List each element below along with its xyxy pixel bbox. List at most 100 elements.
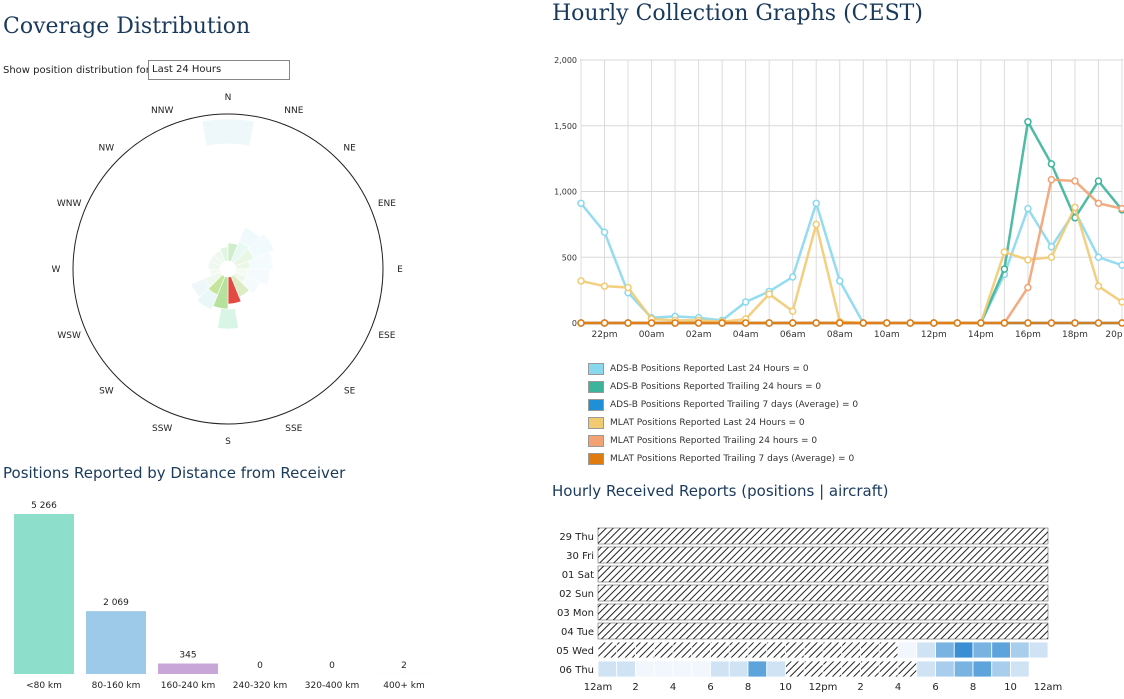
series-point — [906, 319, 915, 327]
heat-cell[interactable] — [635, 660, 655, 678]
heat-cell[interactable] — [935, 660, 955, 678]
heat-cell[interactable] — [953, 660, 974, 678]
heat-cell[interactable] — [878, 660, 899, 678]
heat-cell[interactable] — [1028, 660, 1049, 678]
compass-sw: SW — [99, 387, 114, 397]
reports-title: Hourly Received Reports (positions | air… — [552, 482, 889, 500]
series-point — [1047, 242, 1056, 251]
heat-cell[interactable] — [691, 660, 711, 678]
heat-cell[interactable] — [822, 660, 843, 678]
hour-label: 2 — [857, 682, 863, 693]
y-tick-label: 500 — [562, 253, 577, 262]
heat-cell[interactable] — [766, 660, 786, 678]
y-tick-label: 1,500 — [554, 122, 577, 131]
legend-item[interactable]: MLAT Positions Reported Last 24 Hours = … — [588, 414, 858, 432]
heat-cell[interactable] — [860, 641, 880, 659]
heat-cell[interactable] — [803, 641, 824, 659]
heat-cell[interactable] — [972, 660, 993, 678]
heat-cell[interactable] — [841, 660, 861, 678]
series-point — [1024, 256, 1032, 264]
heat-cell[interactable] — [728, 660, 749, 678]
heat-cell[interactable] — [785, 660, 805, 678]
heat-cell[interactable] — [878, 641, 899, 659]
legend-label: ADS-B Positions Reported Trailing 24 hou… — [610, 382, 822, 392]
heat-cell[interactable] — [672, 660, 693, 678]
series-point — [1000, 265, 1009, 273]
series-point — [1024, 319, 1032, 327]
heat-cell[interactable] — [691, 641, 711, 659]
heat-cell[interactable] — [897, 660, 918, 678]
heat-cell[interactable] — [710, 641, 730, 659]
heat-cell[interactable] — [1010, 660, 1030, 678]
series-point — [647, 319, 656, 327]
series-point — [1047, 175, 1056, 184]
legend-swatch — [588, 363, 604, 375]
hour-label: 8 — [970, 682, 976, 693]
distance-bar-label: 240-320 km — [233, 681, 287, 691]
heat-cell[interactable] — [916, 660, 936, 678]
heat-cell[interactable] — [935, 641, 955, 659]
heat-cell[interactable] — [597, 641, 618, 659]
legend-label: ADS-B Positions Reported Last 24 Hours =… — [610, 364, 809, 374]
heat-cell[interactable] — [653, 641, 674, 659]
heat-cell[interactable] — [1010, 641, 1030, 659]
heat-cell[interactable] — [653, 660, 674, 678]
hour-label: 6 — [707, 682, 713, 693]
heat-cell[interactable] — [860, 660, 880, 678]
heat-cell[interactable] — [953, 641, 974, 659]
heat-cell[interactable] — [710, 660, 730, 678]
heat-cell[interactable] — [616, 641, 636, 659]
x-tick-label: 20p — [1105, 330, 1122, 340]
series-point — [1094, 177, 1103, 185]
legend-label: ADS-B Positions Reported Trailing 7 days… — [610, 400, 859, 410]
period-select[interactable]: Last 24 Hours — [148, 60, 290, 80]
y-tick-label: 0 — [572, 319, 577, 328]
series-point — [1118, 319, 1124, 327]
heat-cell[interactable] — [803, 660, 824, 678]
heat-cell[interactable] — [972, 641, 993, 659]
distance-bar-value: 0 — [329, 661, 335, 671]
day-label: 01 Sat — [562, 570, 594, 581]
heat-cell[interactable] — [897, 641, 918, 659]
series-point — [1024, 204, 1032, 213]
series-point — [765, 319, 773, 327]
series-point — [812, 220, 820, 229]
legend-item[interactable]: MLAT Positions Reported Trailing 7 days … — [588, 450, 858, 468]
legend-label: MLAT Positions Reported Last 24 Hours = … — [610, 418, 805, 428]
series-point — [577, 319, 585, 327]
rose-sector — [247, 233, 275, 259]
hour-label: 12am — [584, 682, 613, 693]
series-point — [788, 273, 797, 281]
heat-cell[interactable] — [991, 660, 1011, 678]
compass-se: SE — [344, 387, 356, 397]
series-point — [1118, 298, 1124, 306]
heat-cell[interactable] — [635, 641, 655, 659]
heat-cell[interactable] — [841, 641, 861, 659]
legend-item[interactable]: MLAT Positions Reported Trailing 24 hour… — [588, 432, 858, 450]
heat-cell[interactable] — [766, 641, 786, 659]
heat-cell[interactable] — [747, 641, 768, 659]
series-point — [1071, 203, 1079, 212]
legend-item[interactable]: ADS-B Positions Reported Trailing 7 days… — [588, 396, 858, 414]
legend-item[interactable]: ADS-B Positions Reported Trailing 24 hou… — [588, 378, 858, 396]
heat-cell[interactable] — [728, 641, 749, 659]
heat-cell[interactable] — [1028, 641, 1049, 659]
period-label: Show position distribution for: — [3, 65, 154, 76]
heat-cell[interactable] — [991, 641, 1011, 659]
heat-cell[interactable] — [822, 641, 843, 659]
series-point — [600, 228, 609, 237]
legend-item[interactable]: ADS-B Positions Reported Last 24 Hours =… — [588, 360, 858, 378]
series-point — [835, 277, 844, 285]
heat-cell[interactable] — [616, 660, 636, 678]
x-tick-label: 22pm — [592, 330, 618, 340]
heat-cell[interactable] — [785, 641, 805, 659]
x-tick-label: 18pm — [1062, 330, 1088, 340]
distance-bar-label: 160-240 km — [161, 681, 215, 691]
series-point — [1024, 283, 1032, 292]
heat-cell[interactable] — [597, 660, 618, 678]
heat-cell[interactable] — [916, 641, 936, 659]
heat-cell[interactable] — [747, 660, 768, 678]
heat-cell[interactable] — [672, 641, 693, 659]
day-label: 30 Fri — [566, 551, 594, 562]
compass-nnw: NNW — [151, 106, 173, 116]
